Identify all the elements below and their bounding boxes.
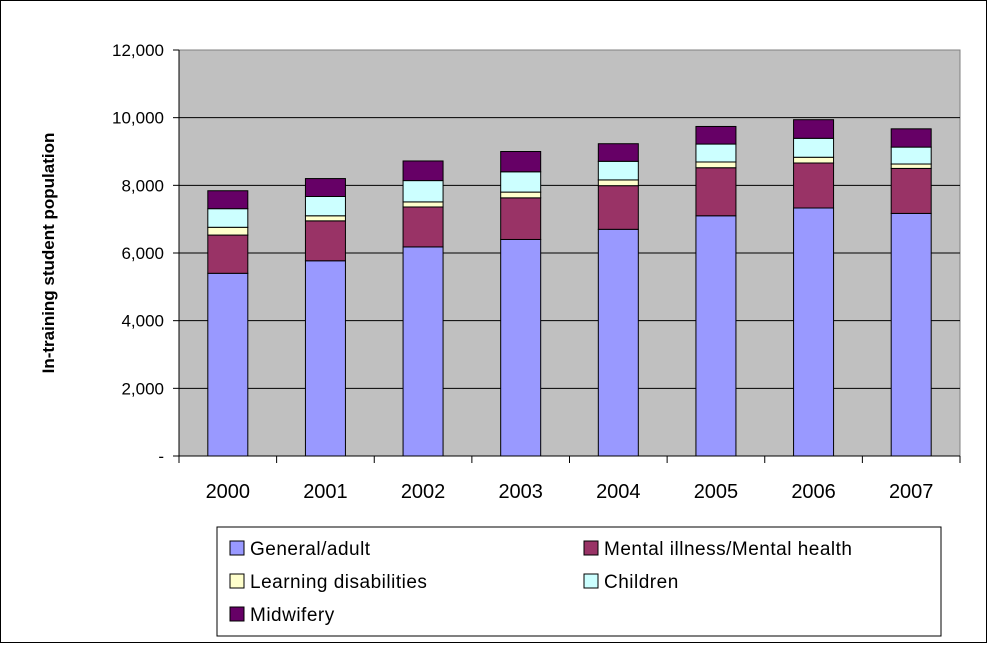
legend-swatch bbox=[229, 573, 245, 589]
legend: General/adult Mental illness/Mental healt… bbox=[216, 526, 942, 637]
x-tick-label: 2002 bbox=[401, 481, 446, 503]
bar-segment bbox=[304, 215, 346, 222]
legend-label: Children bbox=[604, 572, 679, 593]
y-tick-label: 2,000 bbox=[121, 379, 164, 398]
bar-segment bbox=[500, 238, 542, 457]
bar-segment bbox=[597, 185, 639, 230]
bar-segment bbox=[890, 146, 932, 165]
legend-label: Mental illness/Mental health bbox=[604, 539, 852, 560]
bar-segment bbox=[207, 226, 249, 236]
y-tick-label: 10,000 bbox=[112, 109, 164, 128]
bar-segment bbox=[793, 162, 835, 209]
bar-segment bbox=[207, 208, 249, 228]
bar-segment bbox=[207, 190, 249, 210]
bar-segment bbox=[500, 191, 542, 199]
legend-label: General/adult bbox=[250, 539, 371, 560]
legend-swatch bbox=[229, 606, 245, 622]
legend-box bbox=[216, 526, 942, 637]
x-tick-label: 2004 bbox=[596, 481, 641, 503]
bar-segment bbox=[890, 128, 932, 148]
bar-segment bbox=[597, 179, 639, 187]
bar-segment bbox=[890, 163, 932, 169]
x-tick-label: 2007 bbox=[889, 481, 934, 503]
bar-segment bbox=[402, 206, 444, 248]
bar-segment bbox=[402, 246, 444, 457]
y-tick-label: - bbox=[158, 447, 164, 466]
bar-segment bbox=[597, 228, 639, 457]
bar-segment bbox=[890, 167, 932, 214]
y-tick-label: 8,000 bbox=[121, 176, 164, 195]
bar-segment bbox=[597, 160, 639, 181]
bar-segment bbox=[695, 161, 737, 169]
x-tick-label: 2005 bbox=[694, 481, 739, 503]
legend-swatch bbox=[583, 573, 599, 589]
x-tick-label: 2003 bbox=[498, 481, 543, 503]
bar-segment bbox=[304, 260, 346, 457]
bar-segment bbox=[793, 207, 835, 457]
bar-segment bbox=[207, 272, 249, 457]
bar-segment bbox=[402, 180, 444, 203]
legend-label: Midwifery bbox=[250, 605, 335, 626]
bar-segment bbox=[402, 201, 444, 208]
x-tick-label: 2006 bbox=[791, 481, 836, 503]
bar-segment bbox=[597, 143, 639, 162]
y-axis-label: In-training student population bbox=[39, 133, 58, 374]
bar-segment bbox=[695, 143, 737, 163]
legend-label: Learning disabilities bbox=[250, 572, 427, 593]
bar-segment bbox=[500, 197, 542, 240]
bar-segment bbox=[207, 234, 249, 274]
bar-segment bbox=[793, 156, 835, 164]
bar-segment bbox=[695, 167, 737, 217]
x-tick-label: 2000 bbox=[206, 481, 251, 503]
bar-segment bbox=[890, 212, 932, 457]
legend-swatch bbox=[583, 540, 599, 556]
x-tick-label: 2001 bbox=[303, 481, 348, 503]
bar-segment bbox=[402, 160, 444, 182]
bar-segment bbox=[695, 215, 737, 457]
legend-swatch bbox=[229, 540, 245, 556]
y-tick-label: 12,000 bbox=[112, 41, 164, 60]
y-tick-label: 4,000 bbox=[121, 312, 164, 331]
bar-segment bbox=[304, 195, 346, 217]
y-tick-label: 6,000 bbox=[121, 244, 164, 263]
bar-segment bbox=[695, 125, 737, 145]
bar-segment bbox=[500, 171, 542, 193]
bar-segment bbox=[304, 220, 346, 262]
bar-segment bbox=[304, 178, 346, 197]
bar-segment bbox=[793, 119, 835, 139]
bar-segment bbox=[793, 137, 835, 158]
bar-segment bbox=[500, 151, 542, 173]
